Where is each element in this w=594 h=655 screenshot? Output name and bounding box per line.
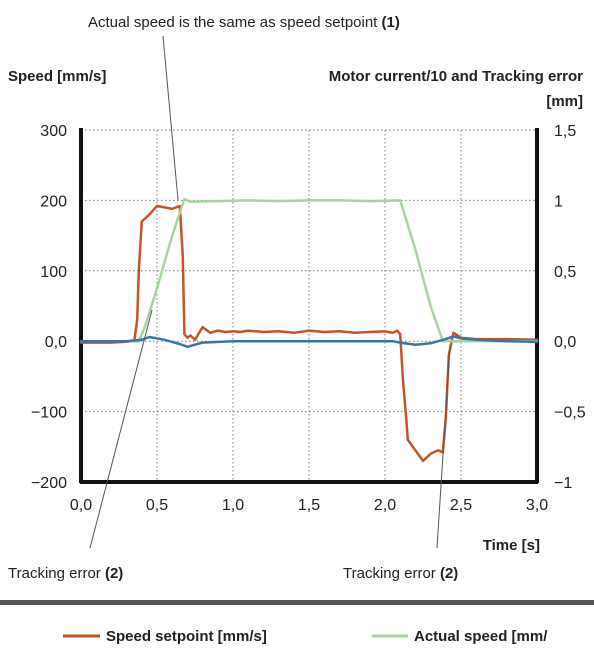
annotation-left-pointer xyxy=(89,309,153,549)
y-tick-label-right: 1 xyxy=(554,193,563,210)
annotation-top: Actual speed is the same as speed setpoi… xyxy=(88,14,400,31)
y-tick-label-left: 100 xyxy=(40,264,67,281)
series-layer xyxy=(79,197,539,463)
x-tick-label: 0,0 xyxy=(70,497,92,514)
y-tick-label-left: −100 xyxy=(31,405,67,422)
series-line-1 xyxy=(79,197,539,343)
x-tick-label: 1,5 xyxy=(298,497,320,514)
y-tick-label-right: 0,0 xyxy=(554,334,576,351)
x-tick-label: 2,0 xyxy=(374,497,396,514)
x-tick-label: 0,5 xyxy=(146,497,168,514)
y-tick-label-left: 300 xyxy=(40,123,67,140)
series-line-0 xyxy=(79,204,539,463)
series-line-2 xyxy=(79,335,539,349)
y-axis-left-title: Speed [mm/s] xyxy=(8,68,106,85)
y-tick-label-left: 200 xyxy=(40,193,67,210)
y-tick-label-right: −0,5 xyxy=(554,405,586,422)
axes xyxy=(79,128,539,484)
y-tick-label-left: 0,0 xyxy=(45,334,67,351)
legend: Speed setpoint [mm/s] Actual speed [mm/ xyxy=(63,628,548,645)
x-tick-label: 3,0 xyxy=(526,497,548,514)
grid xyxy=(81,129,537,482)
legend-divider xyxy=(0,600,594,605)
y-axis-right-title-line1: Motor current/10 and Tracking error xyxy=(329,68,583,85)
x-axis-title: Time [s] xyxy=(483,537,540,554)
y-axis-right-title-line2: [mm] xyxy=(546,93,583,110)
y-tick-label-left: −200 xyxy=(31,475,67,492)
x-tick-label: 1,0 xyxy=(222,497,244,514)
y-tick-label-right: −1 xyxy=(554,475,572,492)
annotation-left: Tracking error (2) xyxy=(8,565,123,582)
x-tick-label: 2,5 xyxy=(450,497,472,514)
annotation-right: Tracking error (2) xyxy=(343,565,458,582)
annotation-right-pointer xyxy=(436,344,451,549)
legend-label-actual-speed: Actual speed [mm/ xyxy=(414,628,548,645)
y-tick-label-right: 0,5 xyxy=(554,264,576,281)
y-tick-label-right: 1,5 xyxy=(554,123,576,140)
tick-labels: 0,0 0,5 1,0 1,5 2,0 2,5 3,0 300 200 100 0,0 −100 −20… xyxy=(31,123,586,514)
legend-label-speed-setpoint: Speed setpoint [mm/s] xyxy=(106,628,267,645)
annotation-top-pointer xyxy=(162,35,179,201)
